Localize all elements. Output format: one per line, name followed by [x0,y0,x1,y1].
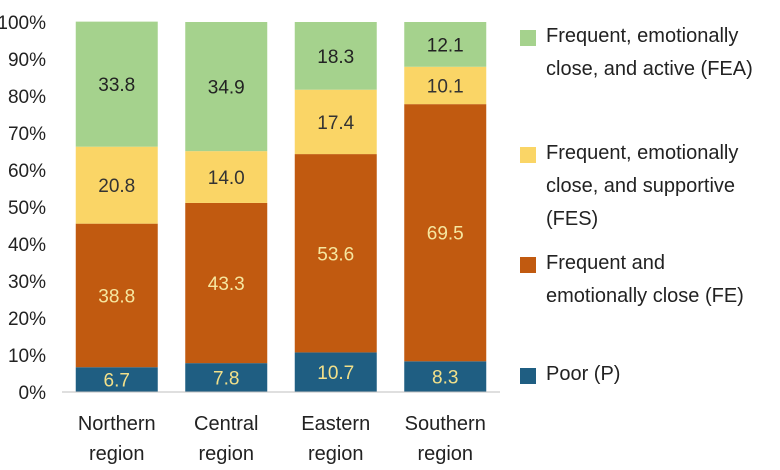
legend-swatch-fea [520,30,536,46]
y-tick-label: 20% [8,309,46,330]
y-tick-label: 80% [8,87,46,108]
legend-label-fes: Frequent, emotionally close, and support… [546,142,739,230]
y-tick-label: 100% [0,13,46,34]
x-tick-label: Southern region [405,413,486,465]
data-label: 69.5 [427,224,464,245]
bar-segment [294,352,377,392]
data-label: 34.9 [208,78,245,99]
x-tick-label: Northern region [78,413,156,465]
data-label: 20.8 [98,176,135,197]
bar-segment [185,363,268,392]
bar-segment [75,146,158,224]
y-tick-label: 90% [8,50,46,71]
data-label: 10.1 [427,76,464,97]
data-label: 6.7 [104,371,130,392]
data-label: 14.0 [208,168,245,189]
data-label: 10.7 [317,363,354,384]
legend-label-fe: Frequent and emotionally close (FE) [546,252,744,307]
bar-segment [404,22,487,67]
legend-swatch-fes [520,147,536,163]
data-label: 43.3 [208,274,245,295]
y-tick-label: 30% [8,272,46,293]
legend-item-fe: Frequent and emotionally close (FE) [520,247,744,313]
y-tick-label: 50% [8,198,46,219]
data-label: 12.1 [427,35,464,56]
data-label: 53.6 [317,244,354,265]
bar-segment [404,104,487,362]
legend-label-fea: Frequent, emotionally close, and active … [546,25,753,80]
bar-segment [294,154,377,353]
x-tick-label: Eastern region [301,413,370,465]
legend-swatch-fe [520,257,536,273]
legend-item-p: Poor (P) [520,358,620,391]
data-label: 8.3 [432,368,458,389]
bar-segment [185,202,268,364]
bar-segment [294,89,377,155]
bar-segment [404,66,487,105]
bars: 6.7 38.8 20.8 33.8 7.8 43.3 14.0 34.9 10.7 53.6 17… [75,21,487,392]
data-label: 17.4 [317,113,354,134]
y-tick-label: 60% [8,161,46,182]
bar-segment [75,367,158,392]
data-label: 33.8 [98,75,135,96]
bar-segment [404,361,487,392]
bar-segment [75,223,158,368]
data-label: 7.8 [213,369,239,390]
bar-segment [75,21,158,147]
legend-item-fes: Frequent, emotionally close, and support… [520,137,738,236]
bar-segment [294,22,377,90]
x-axis: Northern region Central region Eastern region… [62,391,500,465]
legend-swatch-p [520,368,536,384]
data-label: 38.8 [98,286,135,307]
y-tick-label: 40% [8,235,46,256]
legend-label-p: Poor (P) [546,363,621,385]
data-label: 18.3 [317,47,354,68]
legend-item-fea: Frequent, emotionally close, and active … [520,20,753,86]
y-axis: 0% 10% 20% 30% 40% 50% 60% 70% 80% 90% 100% [0,13,46,404]
y-tick-label: 10% [8,346,46,367]
y-tick-label: 70% [8,124,46,145]
x-tick-label: Central region [194,413,258,465]
y-tick-label: 0% [19,383,47,404]
bar-segment [185,151,268,203]
bar-segment [185,22,268,152]
